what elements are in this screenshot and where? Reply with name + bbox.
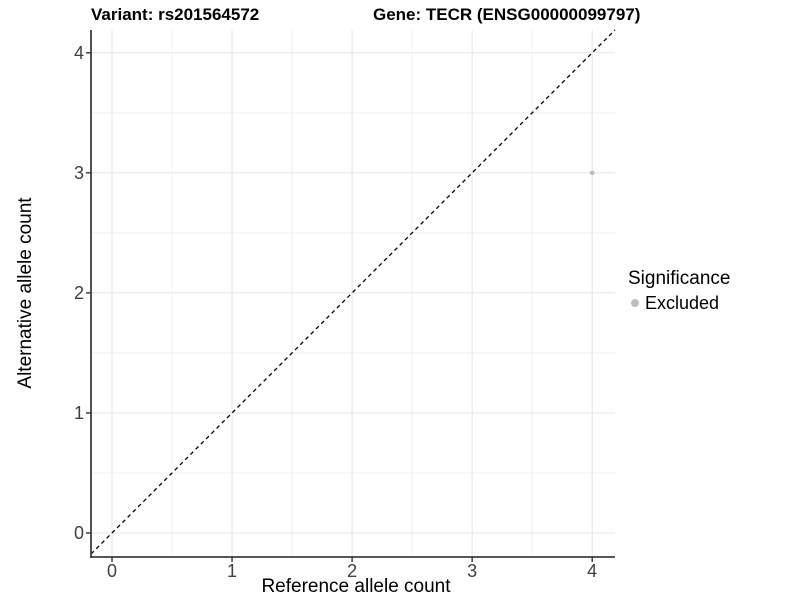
identity-dashed-line [90, 29, 616, 555]
x-tick-label-0: 0 [106, 561, 117, 581]
x-axis-title: Reference allele count [261, 576, 451, 597]
y-tick-label-2: 2 [73, 282, 84, 303]
x-tick-label-1: 1 [227, 561, 238, 581]
y-tick-label-0: 0 [73, 522, 84, 543]
y-tick-label-4: 4 [73, 42, 84, 63]
legend-entry-label: Excluded [645, 293, 720, 313]
plot-title-gene: Gene: TECR (ENSG00000099797) [373, 5, 641, 24]
legend-entry-excluded: Excluded [628, 293, 730, 313]
legend-title: Significance [628, 268, 731, 289]
legend: Significance Excluded [628, 268, 730, 313]
y-tick-label-1: 1 [73, 402, 84, 423]
data-point [589, 170, 595, 176]
x-tick-label-4: 4 [587, 561, 598, 581]
x-tick-label-3: 3 [467, 561, 478, 581]
plot-title-variant: Variant: rs201564572 [91, 5, 260, 24]
legend-point-icon [631, 299, 639, 307]
y-axis-title: Alternative allele count [15, 197, 36, 389]
y-tick-label-3: 3 [73, 162, 84, 183]
x-tick-label-2: 2 [347, 561, 358, 581]
